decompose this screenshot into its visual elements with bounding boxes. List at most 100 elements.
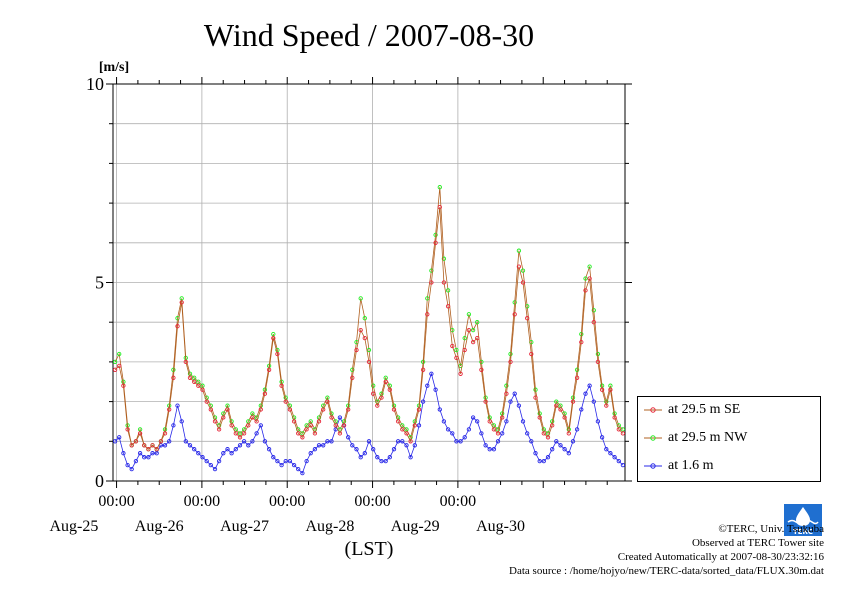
credits: ©TERC, Univ. Tsukuba Observed at TERC To… [509, 522, 824, 578]
x-tick-label: 00:00 [440, 493, 476, 510]
data-point [167, 407, 172, 412]
data-point [362, 316, 367, 321]
data-point [229, 423, 234, 428]
data-point [379, 391, 384, 396]
data-point [508, 359, 513, 365]
data-point [221, 451, 226, 456]
data-point [537, 411, 542, 416]
data-point [275, 347, 280, 353]
data-point [550, 419, 555, 424]
data-point [275, 458, 280, 464]
data-point [312, 431, 318, 436]
data-point [162, 431, 168, 436]
data-point [325, 439, 330, 444]
data-point [287, 458, 293, 464]
data-point [441, 280, 447, 285]
data-point [479, 359, 484, 365]
data-point [366, 439, 372, 444]
data-point [212, 419, 218, 424]
data-point [271, 455, 276, 460]
data-point [154, 451, 159, 456]
data-point [383, 458, 388, 464]
data-point [504, 391, 509, 396]
x-tick-label: 00:00 [269, 493, 305, 510]
data-point [408, 439, 413, 444]
x-tick-label: 00:00 [354, 493, 390, 510]
data-point [233, 431, 238, 436]
data-point [362, 335, 367, 341]
data-point [162, 443, 168, 448]
data-point [516, 403, 522, 408]
data-point [479, 367, 484, 372]
data-point [429, 268, 434, 273]
data-point [341, 419, 347, 424]
data-point [579, 331, 584, 337]
data-point [420, 359, 426, 365]
data-point [558, 443, 563, 448]
data-point [537, 458, 542, 464]
data-point [500, 431, 505, 436]
data-point [196, 379, 201, 384]
data-point [379, 458, 384, 464]
x-axis-label: (LST) [345, 538, 394, 560]
data-point [262, 439, 268, 444]
data-point [495, 439, 501, 444]
data-point [171, 375, 176, 380]
data-point [383, 379, 388, 384]
data-point [450, 343, 455, 349]
series-2 [112, 371, 626, 476]
data-point [408, 455, 413, 460]
data-point [283, 458, 288, 464]
data-point [291, 462, 297, 468]
data-point [400, 439, 405, 444]
data-point [404, 443, 409, 448]
data-point [321, 407, 326, 412]
data-point [512, 391, 517, 396]
data-point [275, 351, 280, 357]
data-point [371, 447, 376, 452]
data-point [175, 324, 180, 329]
data-point [599, 435, 605, 440]
data-point [454, 355, 459, 361]
data-point [491, 427, 497, 432]
data-point [146, 447, 151, 452]
data-point [566, 451, 571, 456]
data-point [200, 455, 205, 460]
data-point [271, 331, 276, 337]
data-point [612, 415, 617, 420]
data-point [117, 435, 122, 440]
data-point [241, 439, 247, 444]
data-point [537, 415, 542, 420]
data-point [533, 451, 538, 456]
data-point [212, 466, 218, 472]
data-point [354, 447, 359, 452]
series-line [114, 207, 624, 450]
data-point [366, 359, 372, 365]
data-point [117, 351, 122, 357]
data-point [246, 423, 251, 428]
data-point [616, 458, 621, 464]
created-text: Created Automatically at 2007-08-30/23:3… [617, 551, 824, 563]
data-point [250, 411, 255, 416]
copyright-text: ©TERC, Univ. Tsukuba [718, 523, 824, 535]
data-point [445, 288, 451, 293]
data-point [591, 320, 596, 325]
data-point [266, 367, 272, 372]
data-point [420, 367, 426, 372]
data-point [462, 347, 467, 353]
data-point [254, 431, 259, 436]
data-point [483, 399, 488, 404]
data-point [487, 415, 492, 420]
data-point [512, 300, 517, 305]
data-point [250, 439, 255, 444]
data-point [296, 466, 301, 472]
data-point [587, 383, 592, 388]
data-point [196, 383, 201, 388]
data-point [529, 439, 534, 444]
data-point [350, 443, 355, 448]
data-point [150, 451, 155, 456]
data-point [554, 403, 559, 408]
data-point [475, 419, 480, 424]
data-point [179, 419, 184, 424]
